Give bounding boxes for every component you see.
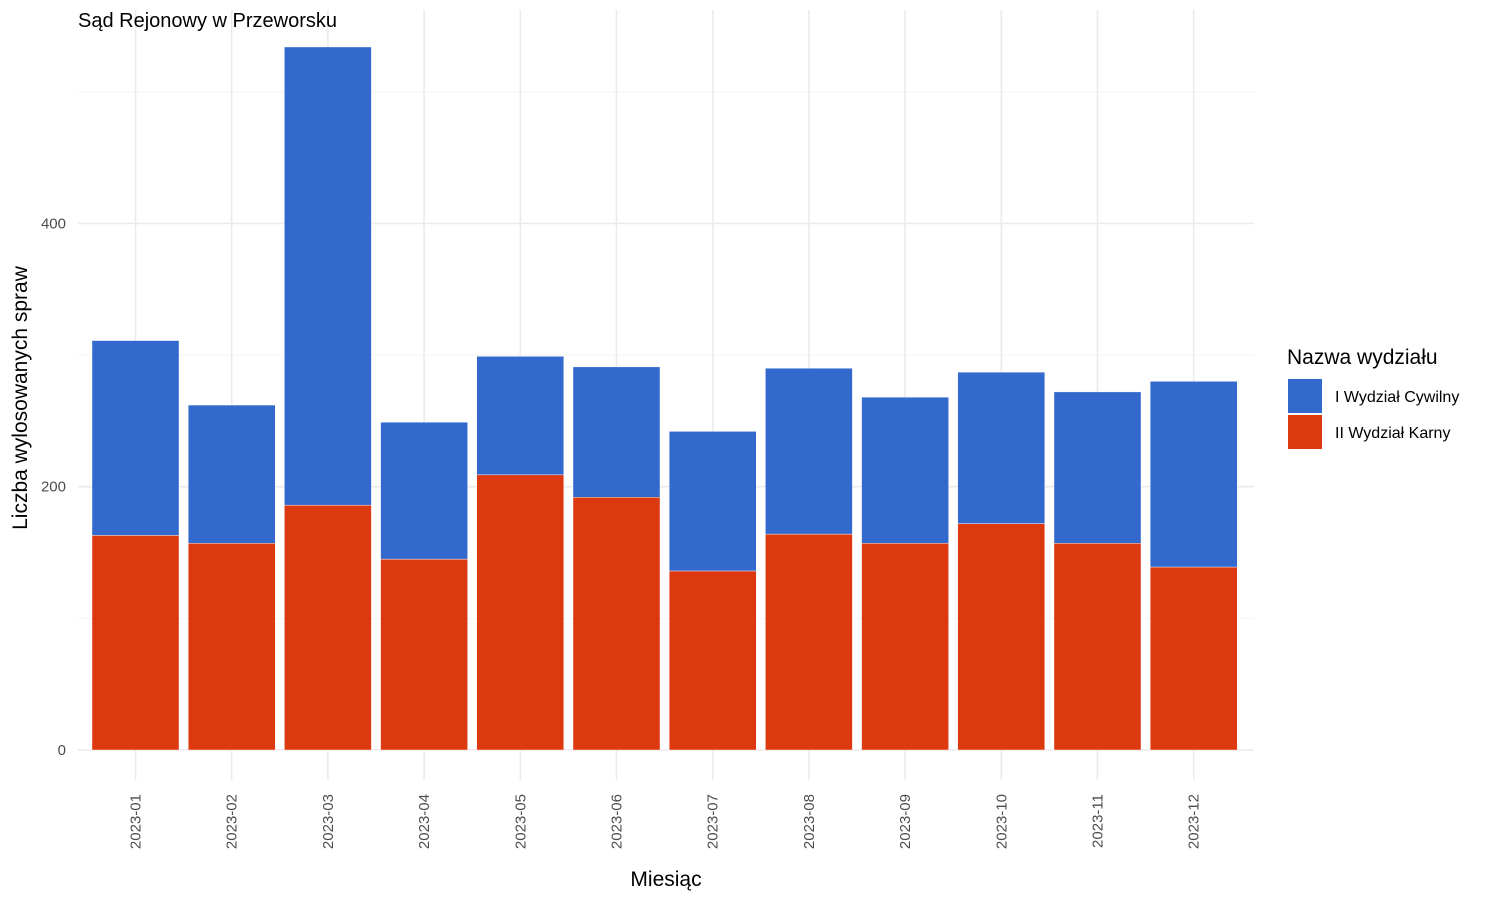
bar-segment-cywilny	[476, 356, 564, 476]
bar-segment-cywilny	[1149, 381, 1238, 568]
bar-segment-cywilny	[1053, 391, 1142, 544]
x-tick-label: 2023-03	[320, 794, 337, 849]
bar-segment-cywilny	[957, 371, 1045, 524]
x-tick-label: 2023-11	[1090, 794, 1107, 848]
x-tick-label: 2023-09	[897, 794, 914, 849]
x-tick-label: 2023-01	[128, 794, 145, 849]
bar-segment-cywilny	[861, 396, 949, 544]
bar-segment-karny	[861, 543, 949, 751]
x-tick-label: 2023-06	[609, 794, 626, 849]
bar-segment-cywilny	[765, 368, 853, 535]
x-tick-label: 2023-12	[1186, 794, 1203, 849]
x-tick-label: 2023-02	[224, 794, 241, 849]
bar-segment-cywilny	[572, 366, 661, 498]
bar-segment-karny	[284, 504, 372, 751]
bars	[91, 46, 1238, 751]
bar-segment-karny	[91, 535, 180, 751]
legend: Nazwa wydziału I Wydział Cywilny II Wydzi…	[1287, 346, 1459, 449]
legend-label: I Wydział Cywilny	[1335, 389, 1459, 406]
x-tick-label: 2023-07	[705, 794, 722, 849]
x-tick-label: 2023-08	[801, 794, 818, 849]
bar-segment-karny	[765, 533, 853, 751]
x-axis-title: Miesiąc	[630, 868, 701, 891]
bar-segment-cywilny	[380, 421, 468, 560]
x-tick-label: 2023-04	[416, 794, 433, 849]
x-axis: 2023-01 2023-02 2023-03 2023-04 2023-05 2023-…	[128, 794, 1203, 849]
legend-label: II Wydział Karny	[1335, 425, 1450, 442]
bar-segment-cywilny	[284, 46, 372, 506]
bar-segment-cywilny	[91, 340, 180, 536]
y-tick-label: 0	[58, 742, 66, 759]
bar-segment-karny	[669, 570, 757, 751]
bar-segment-karny	[476, 474, 564, 751]
x-tick-label: 2023-10	[993, 794, 1010, 849]
legend-title: Nazwa wydziału	[1287, 346, 1438, 369]
bar-segment-karny	[572, 497, 661, 751]
bar-segment-karny	[187, 543, 276, 751]
y-tick-label: 200	[41, 479, 66, 496]
bar-segment-cywilny	[187, 404, 276, 544]
bar-segment-karny	[1053, 543, 1142, 751]
bar-segment-cywilny	[669, 431, 757, 572]
legend-key	[1288, 415, 1322, 449]
bar-segment-karny	[1149, 566, 1238, 751]
y-tick-label: 400	[41, 215, 66, 232]
chart-title: Sąd Rejonowy w Przeworsku	[78, 10, 337, 32]
bar-segment-karny	[380, 558, 468, 751]
y-axis: 0 200 400	[41, 215, 66, 759]
legend-key	[1288, 379, 1322, 413]
bar-segment-karny	[957, 523, 1045, 751]
x-tick-label: 2023-05	[512, 794, 529, 849]
y-axis-title: Liczba wylosowanych spraw	[9, 265, 32, 530]
